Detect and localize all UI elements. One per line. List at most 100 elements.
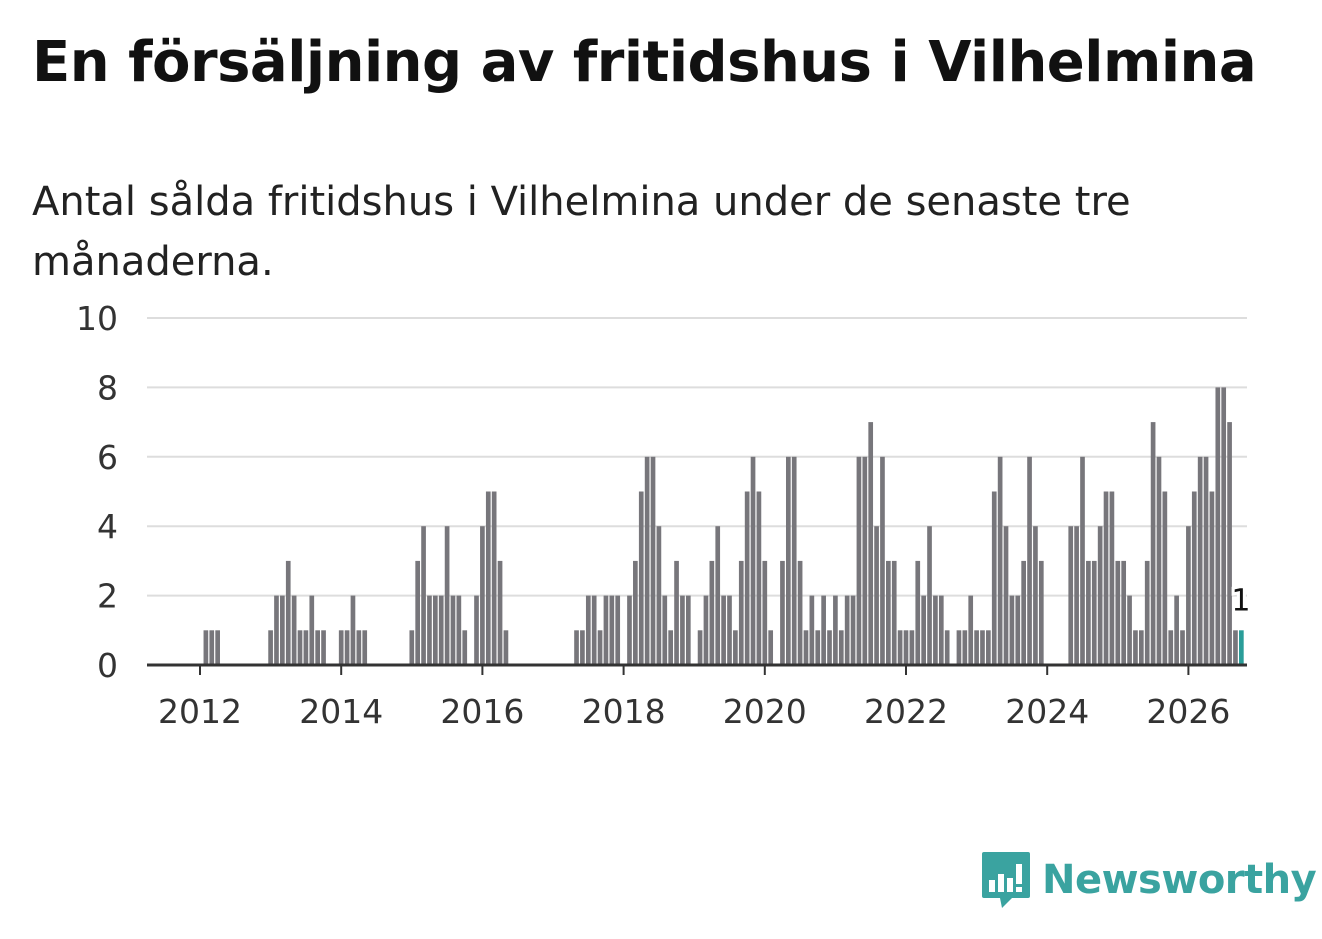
bar bbox=[644, 456, 650, 665]
bar bbox=[897, 630, 903, 665]
bar bbox=[462, 630, 468, 665]
bar bbox=[944, 630, 950, 665]
annotations: 1 bbox=[1228, 580, 1253, 621]
bar bbox=[362, 630, 368, 665]
bar bbox=[1197, 456, 1203, 665]
bar bbox=[1174, 595, 1179, 665]
bar bbox=[838, 630, 844, 665]
bar bbox=[1068, 526, 1074, 665]
bar bbox=[356, 630, 362, 665]
y-tick-label: 10 bbox=[76, 299, 118, 338]
bar bbox=[909, 630, 915, 665]
bar-highlight bbox=[1239, 630, 1244, 665]
bar bbox=[685, 595, 691, 665]
bar bbox=[750, 456, 756, 665]
bar bbox=[780, 560, 785, 665]
bar bbox=[274, 595, 279, 665]
bar bbox=[1168, 630, 1174, 665]
bar bbox=[974, 630, 979, 665]
bar bbox=[456, 595, 462, 665]
bar bbox=[1091, 560, 1097, 665]
x-axis-ticks: 2012 2014 2016 2018 2020 2022 2024 2026 bbox=[158, 665, 1230, 731]
bar bbox=[215, 630, 220, 665]
bar bbox=[1215, 387, 1221, 665]
bar bbox=[856, 456, 862, 665]
bar bbox=[868, 422, 874, 665]
bar bbox=[709, 560, 715, 665]
bar bbox=[485, 491, 491, 665]
bar bbox=[844, 595, 850, 665]
bar bbox=[285, 560, 291, 665]
bar bbox=[785, 456, 791, 665]
bar bbox=[650, 456, 656, 665]
bar bbox=[1150, 422, 1156, 665]
bar bbox=[309, 595, 315, 665]
bar bbox=[738, 560, 744, 665]
bar bbox=[344, 630, 350, 665]
y-tick-label: 0 bbox=[97, 646, 118, 685]
bar bbox=[874, 526, 879, 665]
bar bbox=[1074, 526, 1079, 665]
bar bbox=[503, 630, 509, 665]
bar bbox=[609, 595, 615, 665]
bar bbox=[474, 595, 479, 665]
bar bbox=[497, 560, 503, 665]
newsworthy-logo-text: Newsworthy bbox=[1042, 857, 1317, 903]
bar bbox=[962, 630, 968, 665]
y-tick-label: 6 bbox=[97, 438, 118, 477]
bar bbox=[1033, 526, 1038, 665]
chart-subtitle: Antal sålda fritidshus i Vilhelmina unde… bbox=[32, 179, 1131, 285]
bar bbox=[1221, 387, 1227, 665]
bar bbox=[1086, 560, 1091, 665]
bar bbox=[727, 595, 732, 665]
bar bbox=[1103, 491, 1109, 665]
x-tick-label: 2016 bbox=[440, 692, 524, 731]
bar bbox=[1097, 526, 1103, 665]
y-tick-label: 8 bbox=[97, 368, 118, 407]
bar bbox=[980, 630, 985, 665]
bar bbox=[680, 595, 685, 665]
bar bbox=[933, 595, 938, 665]
bar bbox=[1015, 595, 1021, 665]
bar bbox=[744, 491, 750, 665]
x-tick-label: 2026 bbox=[1146, 692, 1230, 731]
bar bbox=[1021, 560, 1026, 665]
newsworthy-logo-icon bbox=[982, 852, 1030, 908]
y-axis-ticks: 0 2 4 6 8 10 bbox=[76, 299, 118, 685]
gridlines bbox=[147, 317, 1247, 597]
bar bbox=[703, 595, 709, 665]
bar bbox=[815, 630, 821, 665]
bar bbox=[450, 595, 456, 665]
bar bbox=[580, 630, 585, 665]
x-tick-label: 2018 bbox=[582, 692, 666, 731]
bar bbox=[668, 630, 673, 665]
bar bbox=[1003, 526, 1009, 665]
bar bbox=[1233, 630, 1238, 665]
bar bbox=[921, 595, 926, 665]
bar bbox=[821, 595, 826, 665]
y-tick-label: 4 bbox=[97, 507, 118, 546]
bar bbox=[591, 595, 597, 665]
newsworthy-logo: Newsworthy bbox=[980, 850, 1317, 910]
bar bbox=[291, 595, 297, 665]
bar bbox=[997, 456, 1003, 665]
bar bbox=[880, 456, 885, 665]
bar bbox=[733, 630, 738, 665]
bar bbox=[491, 491, 497, 665]
latest-value-label: 1 bbox=[1231, 583, 1250, 618]
bar bbox=[303, 630, 309, 665]
bar bbox=[986, 630, 991, 665]
bar bbox=[1121, 560, 1127, 665]
bar bbox=[968, 595, 974, 665]
bar bbox=[268, 630, 273, 665]
bar bbox=[338, 630, 344, 665]
bar bbox=[991, 491, 997, 665]
bar bbox=[674, 560, 679, 665]
bar bbox=[1180, 630, 1185, 665]
x-tick-label: 2022 bbox=[864, 692, 948, 731]
y-tick-label: 2 bbox=[97, 577, 118, 616]
bar bbox=[903, 630, 909, 665]
bar bbox=[809, 595, 815, 665]
bar bbox=[297, 630, 303, 665]
bar bbox=[321, 630, 326, 665]
